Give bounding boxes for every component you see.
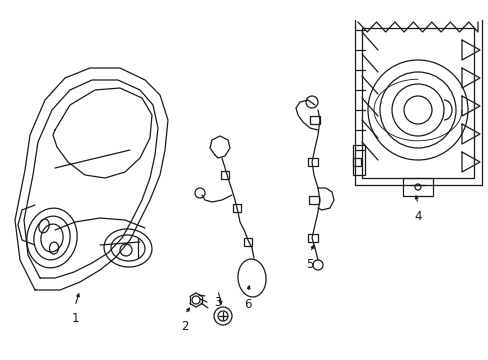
Bar [308, 196, 318, 204]
Bar [402, 178, 432, 196]
Text: 2: 2 [181, 320, 188, 333]
Bar [307, 234, 317, 242]
Bar [232, 204, 241, 212]
Bar [221, 171, 228, 179]
Bar [352, 158, 360, 166]
Text: 1: 1 [71, 312, 79, 325]
Text: 6: 6 [244, 298, 251, 311]
Text: 4: 4 [413, 210, 421, 223]
Bar [307, 158, 317, 166]
Bar [309, 116, 319, 124]
Text: 5: 5 [305, 258, 313, 271]
Bar [244, 238, 251, 246]
Text: 3: 3 [214, 296, 221, 309]
Bar [352, 145, 364, 175]
